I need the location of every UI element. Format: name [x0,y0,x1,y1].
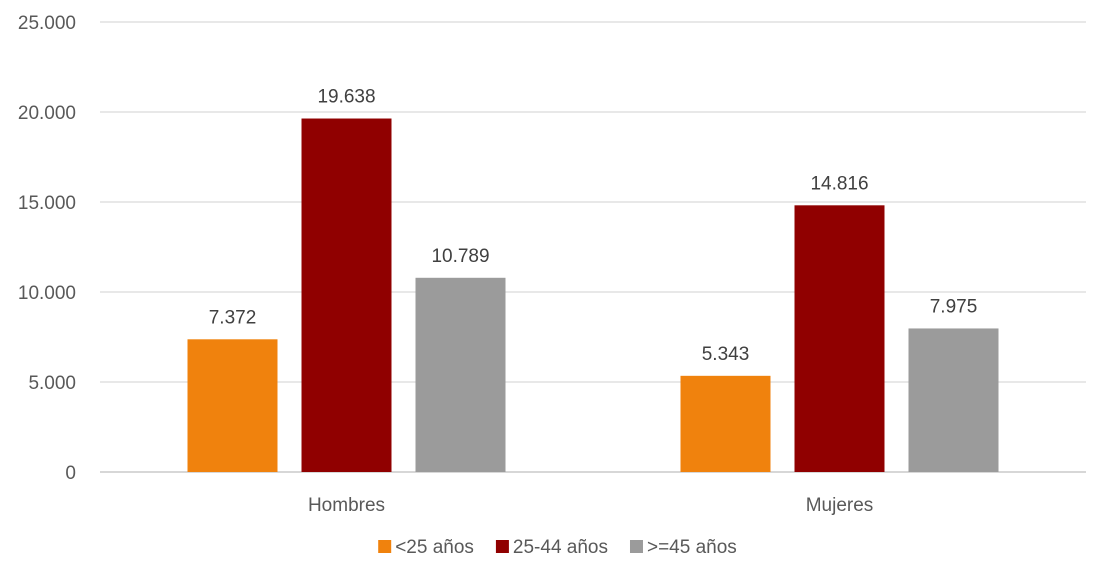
category-labels: Hombres Mujeres [308,495,873,516]
category-label: Mujeres [806,495,874,516]
legend-item: >=45 años [629,537,737,558]
y-tick-label: 0 [65,463,76,484]
bars [187,118,999,473]
legend-label: <25 años [395,537,474,558]
y-tick-label: 25.000 [18,13,76,34]
data-label: 14.816 [810,173,868,194]
legend-label: 25-44 años [513,537,608,558]
category-label: Hombres [308,495,385,516]
y-tick-label: 20.000 [18,103,76,124]
data-label: 10.789 [431,246,489,267]
data-label: 7.975 [930,296,978,317]
y-tick-label: 10.000 [18,283,76,304]
data-labels: 7.372 19.638 10.789 5.343 14.816 7.975 [209,87,978,365]
legend-item: 25-44 años [495,537,608,558]
legend-swatch [378,540,392,553]
y-axis-tick-labels: 0 5.000 10.000 15.000 20.000 25.000 [18,13,76,484]
legend: <25 años 25-44 años >=45 años [378,537,737,558]
legend-label: >=45 años [647,537,737,558]
legend-swatch [495,540,509,553]
bar-mujeres-series-2 [794,205,885,472]
data-label: 5.343 [702,344,750,365]
bar-hombres-series-3 [415,277,506,472]
data-label: 7.372 [209,307,257,328]
bar-hombres-series-1 [187,339,278,472]
legend-swatch [629,540,643,553]
data-label: 19.638 [317,87,375,108]
y-tick-label: 15.000 [18,193,76,214]
y-tick-label: 5.000 [28,373,76,394]
bar-mujeres-series-3 [908,328,999,472]
bar-hombres-series-2 [301,118,392,473]
legend-item: <25 años [378,537,474,558]
bar-mujeres-series-1 [680,375,771,472]
